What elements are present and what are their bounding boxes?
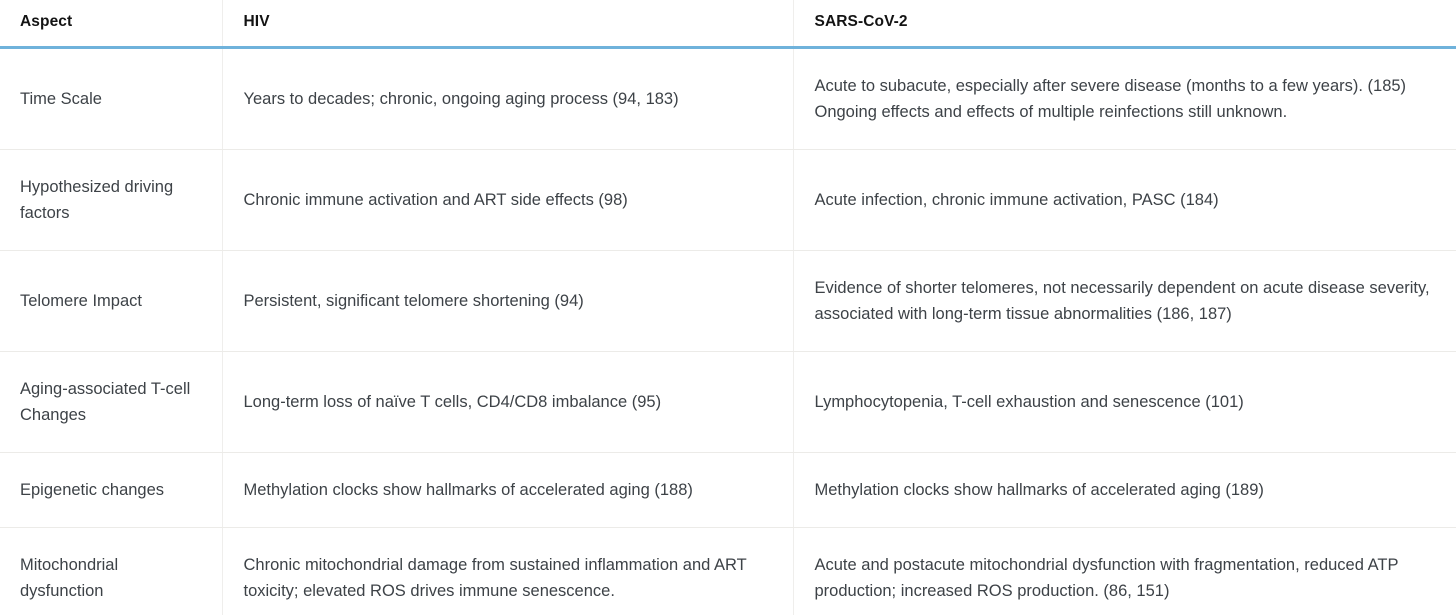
table-row: Hypothesized driving factors Chronic immu…	[0, 149, 1456, 251]
cell-hiv: Chronic mitochondrial damage from sustai…	[222, 527, 794, 615]
cell-sars: Acute infection, chronic immune activati…	[793, 149, 1456, 251]
table-body: Time Scale Years to decades; chronic, ong…	[0, 47, 1456, 615]
cell-sars: Evidence of shorter telomeres, not neces…	[793, 250, 1456, 352]
cell-hiv: Methylation clocks show hallmarks of acc…	[222, 452, 794, 528]
cell-aspect: Mitochondrial dysfunction	[0, 527, 223, 615]
table-header: Aspect HIV SARS-CoV-2	[0, 0, 1456, 49]
cell-aspect: Epigenetic changes	[0, 452, 223, 528]
cell-sars: Acute to subacute, especially after seve…	[793, 47, 1456, 150]
cell-hiv: Years to decades; chronic, ongoing aging…	[222, 47, 794, 150]
table-row: Telomere Impact Persistent, significant t…	[0, 250, 1456, 352]
cell-sars: Lymphocytopenia, T-cell exhaustion and s…	[793, 351, 1456, 453]
cell-aspect: Time Scale	[0, 47, 223, 150]
cell-aspect: Hypothesized driving factors	[0, 149, 223, 251]
column-header-sars-cov-2: SARS-CoV-2	[793, 0, 1456, 49]
cell-hiv: Persistent, significant telomere shorten…	[222, 250, 794, 352]
table-row: Mitochondrial dysfunction Chronic mitocho…	[0, 527, 1456, 615]
table-row: Aging-associated T-cell Changes Long-term…	[0, 351, 1456, 453]
cell-aspect: Telomere Impact	[0, 250, 223, 352]
table-row: Epigenetic changes Methylation clocks sho…	[0, 452, 1456, 528]
header-row: Aspect HIV SARS-CoV-2	[0, 0, 1456, 49]
table-row: Time Scale Years to decades; chronic, ong…	[0, 47, 1456, 150]
cell-sars: Methylation clocks show hallmarks of acc…	[793, 452, 1456, 528]
column-header-hiv: HIV	[222, 0, 794, 49]
cell-sars: Acute and postacute mitochondrial dysfun…	[793, 527, 1456, 615]
column-header-aspect: Aspect	[0, 0, 223, 49]
cell-hiv: Chronic immune activation and ART side e…	[222, 149, 794, 251]
cell-hiv: Long-term loss of naïve T cells, CD4/CD8…	[222, 351, 794, 453]
cell-aspect: Aging-associated T-cell Changes	[0, 351, 223, 453]
